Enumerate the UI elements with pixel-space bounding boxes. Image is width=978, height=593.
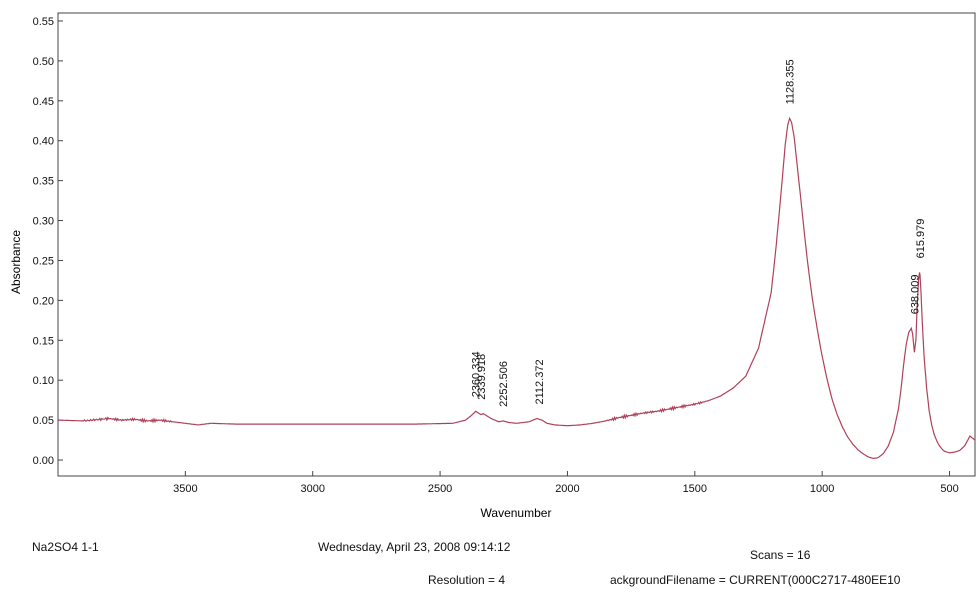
peak-label: 2252.506: [498, 361, 510, 407]
y-tick-label: 0.20: [33, 295, 54, 307]
acquisition-date: Wednesday, April 23, 2008 09:14:12: [318, 540, 511, 554]
y-tick-label: 0.50: [33, 56, 54, 68]
x-tick-label: 3000: [300, 483, 324, 495]
x-tick-label: 2000: [555, 483, 579, 495]
peak-label: 1128.355: [785, 59, 797, 104]
x-tick-label: 1000: [810, 483, 834, 495]
peak-label: 2339.918: [476, 354, 488, 400]
scans-count: Scans = 16: [750, 548, 811, 562]
y-axis: 0.00 0.05 0.10 0.15 0.20 0.25 0.30 0.35 0.40 0.45…: [33, 16, 63, 467]
y-tick-label: 0.40: [33, 136, 54, 148]
x-tick-label: 1500: [683, 483, 707, 495]
y-tick-label: 0.00: [33, 455, 54, 467]
y-tick-label: 0.30: [33, 216, 54, 228]
x-tick-label: 500: [940, 483, 958, 495]
x-axis: 3500 3000 2500 2000 1500 1000 500: [173, 471, 959, 495]
peak-label: 638.009: [909, 275, 921, 315]
spectrum-chart: 0.00 0.05 0.10 0.15 0.20 0.25 0.30 0.35 0.40 0.45…: [9, 12, 976, 520]
x-tick-label: 2500: [428, 483, 452, 495]
plot-frame: [57, 12, 976, 477]
y-tick-label: 0.55: [33, 16, 54, 28]
y-axis-label: Absorbance: [9, 230, 23, 294]
spectrum-line: [57, 116, 976, 460]
y-tick-label: 0.25: [33, 255, 54, 267]
resolution-value: Resolution = 4: [428, 573, 506, 587]
y-tick-label: 0.10: [33, 375, 54, 387]
peak-label: 2112.372: [534, 359, 546, 404]
peak-label: 615.979: [915, 219, 927, 259]
x-tick-label: 3500: [173, 483, 197, 495]
y-tick-label: 0.05: [33, 415, 54, 427]
y-tick-label: 0.35: [33, 176, 54, 188]
x-axis-label: Wavenumber: [481, 506, 552, 520]
background-filename: ackgroundFilename = CURRENT(000C2717-480…: [610, 573, 901, 587]
peak-label: 2360.334: [471, 351, 483, 397]
sample-name: Na2SO4 1-1: [32, 540, 99, 554]
y-tick-label: 0.45: [33, 96, 54, 108]
y-tick-label: 0.15: [33, 335, 54, 347]
